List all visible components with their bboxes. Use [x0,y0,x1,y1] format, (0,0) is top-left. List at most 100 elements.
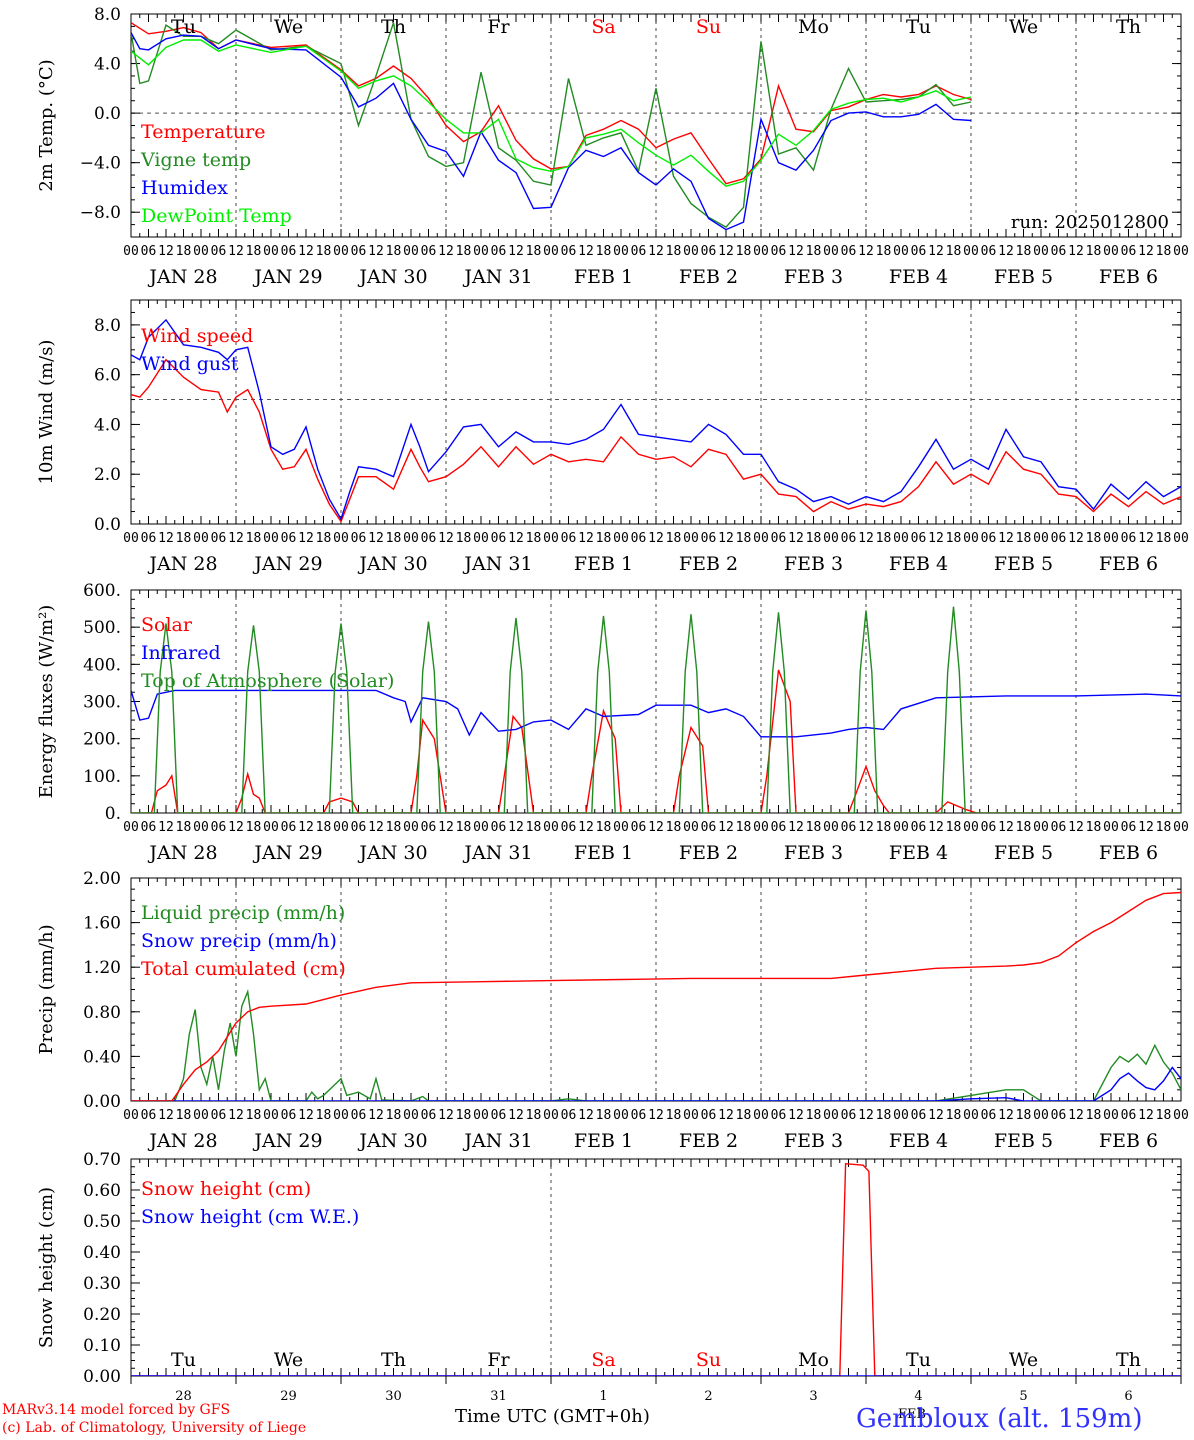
hour-label: 00 [123,1108,139,1123]
hour-label: 18 [1156,244,1172,259]
date-label: JAN 28 [147,266,217,288]
date-label: JAN 29 [252,553,322,575]
hour-label: 06 [351,244,367,259]
day-number-label: 4 [914,1389,922,1404]
hour-label: 00 [823,531,839,546]
hour-label: 18 [876,1108,892,1123]
hour-label: 12 [1068,1108,1084,1123]
date-label: FEB 4 [889,842,948,864]
hour-label: 12 [578,1108,594,1123]
hour-label: 06 [1051,1108,1067,1123]
hour-label: 00 [683,531,699,546]
y-axis-title: Precip (mm/h) [36,924,57,1054]
hour-label: 18 [246,244,262,259]
hour-label: 12 [228,820,244,835]
y-tick-label: 8.0 [94,5,121,25]
hour-label: 12 [1068,820,1084,835]
date-label: JAN 28 [147,842,217,864]
date-label: FEB 1 [574,842,633,864]
hour-label: 00 [753,820,769,835]
series-line-liquid-precip-mm-h- [131,989,1181,1101]
hour-label: 00 [613,1108,629,1123]
hour-label: 00 [683,244,699,259]
hour-label: 18 [456,244,472,259]
hour-label: 06 [701,820,717,835]
hour-label: 12 [998,1108,1014,1123]
hour-label: 18 [526,244,542,259]
hour-label: 18 [176,244,192,259]
hour-label: 06 [351,531,367,546]
hour-label: 12 [1068,244,1084,259]
y-tick-label: 0.40 [83,1047,121,1067]
panel-wind [130,299,1182,525]
hour-label: 12 [928,1108,944,1123]
weekday-label: Fr [487,1349,510,1371]
hour-label: 06 [211,244,227,259]
hour-label: 06 [631,1108,647,1123]
legend-entry: Vigne temp [140,149,251,171]
hour-label: 06 [421,1108,437,1123]
hour-label: 12 [298,820,314,835]
hour-label: 06 [141,820,157,835]
date-label: JAN 31 [462,842,532,864]
hour-label: 00 [543,531,559,546]
y-tick-label: 4.0 [94,55,121,75]
hour-label: 12 [298,244,314,259]
credit-line-1: MARv3.14 model forced by GFS [2,1402,231,1418]
date-label: FEB 6 [1099,553,1158,575]
hour-label: 00 [683,1108,699,1123]
hour-label: 00 [1103,244,1119,259]
hour-label: 06 [771,531,787,546]
date-label: FEB 6 [1099,842,1158,864]
station-name: Gembloux (alt. 159m) [856,1404,1143,1434]
day-number-label: 2 [704,1389,712,1404]
date-label: JAN 29 [252,1130,322,1152]
hour-label: 06 [771,820,787,835]
hour-label: 12 [1138,820,1154,835]
legend-entry: Infrared [141,642,221,664]
hour-label: 06 [211,1108,227,1123]
hour-label: 18 [246,531,262,546]
hour-label: 18 [1156,531,1172,546]
legend-entry: Wind gust [141,353,239,375]
series-line-wind-speed [131,358,1181,523]
hour-label: 06 [981,820,997,835]
hour-label: 00 [543,244,559,259]
run-annotation: run: 2025012800 [1011,212,1169,233]
hour-label: 00 [123,820,139,835]
hour-label: 12 [718,531,734,546]
date-label: FEB 3 [784,553,843,575]
hour-label: 12 [578,531,594,546]
hour-label: 12 [788,531,804,546]
weekday-label: Th [1116,1349,1141,1371]
hour-label: 06 [771,1108,787,1123]
hour-label: 06 [281,1108,297,1123]
legend-entry: Top of Atmosphere (Solar) [141,670,394,692]
y-tick-label: 1.20 [83,958,121,978]
y-axis-title: Snow height (cm) [36,1187,57,1348]
hour-label: 00 [333,820,349,835]
hour-label: 00 [1173,244,1189,259]
hour-label: 18 [736,531,752,546]
hour-label: 18 [596,1108,612,1123]
hour-label: 12 [158,244,174,259]
y-tick-label: 0.70 [83,1150,121,1170]
y-tick-label: 0.60 [83,1181,121,1201]
hour-label: 06 [981,244,997,259]
hour-label: 00 [193,820,209,835]
hour-label: 06 [1121,820,1137,835]
date-label: FEB 3 [784,1130,843,1152]
hour-label: 00 [1103,531,1119,546]
date-label: JAN 30 [357,266,427,288]
hour-label: 12 [718,244,734,259]
hour-label: 06 [491,244,507,259]
legend-entry: Wind speed [141,325,253,347]
date-label: JAN 28 [147,1130,217,1152]
date-label: JAN 30 [357,553,427,575]
date-label: FEB 5 [994,1130,1053,1152]
legend-entry: Snow precip (mm/h) [141,930,337,952]
y-tick-label: 200. [83,730,121,750]
hour-label: 18 [316,244,332,259]
hour-label: 06 [421,820,437,835]
